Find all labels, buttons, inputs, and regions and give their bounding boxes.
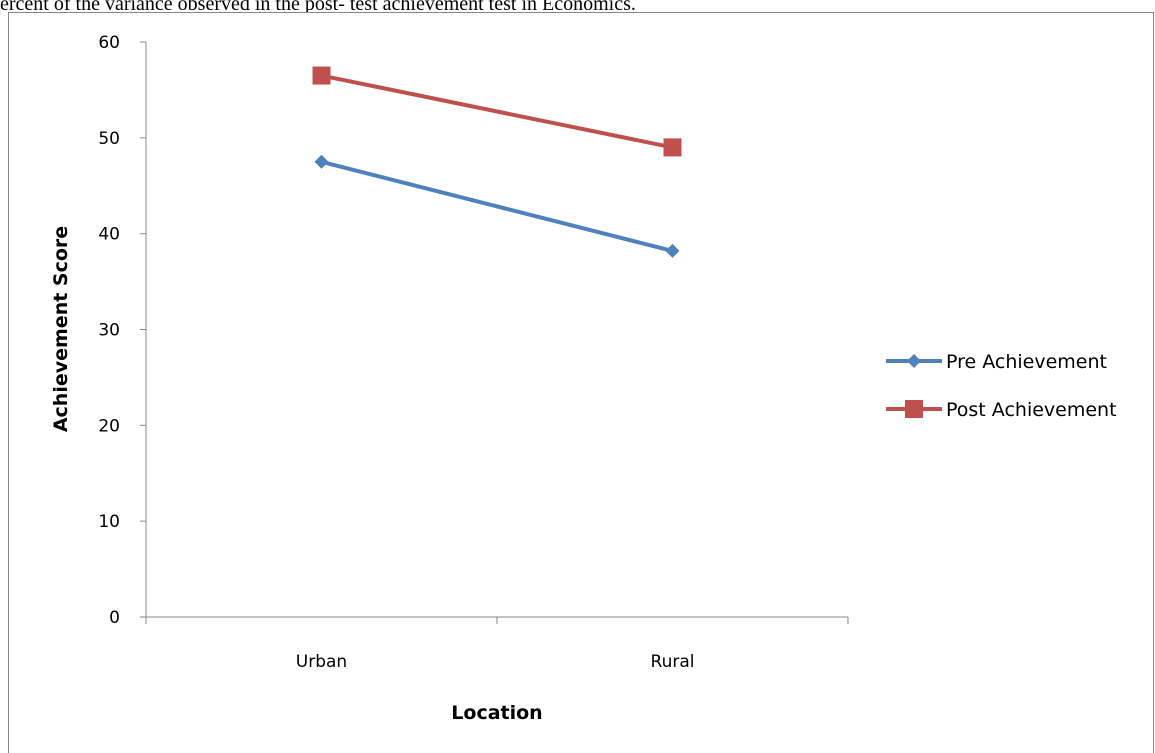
- x-axis-title: Location: [451, 702, 542, 724]
- y-tick-label: 30: [98, 321, 120, 341]
- legend: Pre Achievement Post Achievement: [886, 351, 1117, 421]
- data-point: [312, 66, 331, 85]
- y-axis-ticks: 0 10 20 30 40 50 60: [98, 33, 146, 628]
- series-2: [312, 66, 682, 157]
- legend-label: Post Achievement: [946, 399, 1117, 421]
- x-axis-ticks: Urban Rural: [145, 617, 849, 672]
- data-point: [665, 243, 680, 258]
- legend-swatch-marker: [905, 400, 923, 418]
- y-tick-label: 10: [98, 512, 120, 532]
- series-line: [321, 159, 673, 253]
- y-axis-title: Achievement Score: [50, 226, 72, 432]
- data-point: [314, 154, 329, 169]
- y-tick-label: 40: [98, 225, 120, 245]
- data-point: [663, 138, 682, 157]
- y-tick-label: 60: [98, 33, 120, 53]
- y-tick-label: 0: [109, 608, 120, 628]
- series-group: [312, 66, 682, 258]
- axes: [145, 42, 848, 618]
- series-line: [321, 73, 673, 150]
- series-1: [314, 154, 680, 258]
- legend-item: Pre Achievement: [886, 351, 1107, 373]
- x-tick-label: Rural: [651, 652, 695, 672]
- chart-frame: [8, 12, 1154, 753]
- caption-text: ercent of the variance observed in the p…: [0, 0, 636, 14]
- x-tick-label: Urban: [296, 652, 347, 672]
- y-tick-label: 20: [98, 416, 120, 436]
- legend-label: Pre Achievement: [946, 351, 1107, 373]
- legend-item: Post Achievement: [886, 399, 1117, 421]
- legend-swatch-marker: [907, 354, 921, 368]
- y-tick-label: 50: [98, 129, 120, 149]
